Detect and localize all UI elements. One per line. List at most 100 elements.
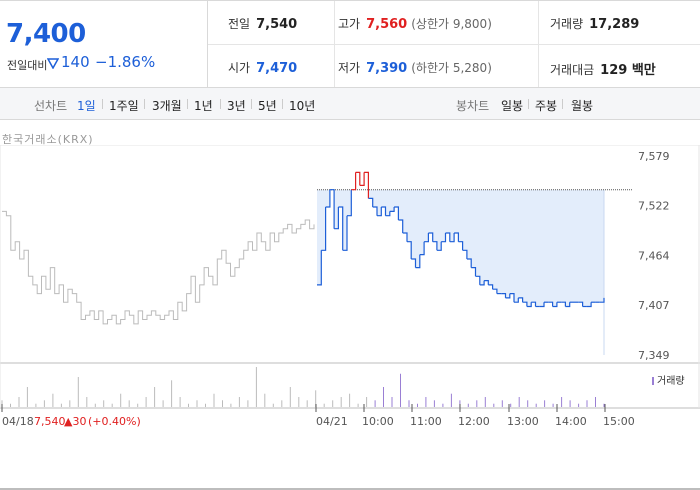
today-line-segment (338, 206, 344, 251)
x-axis: 04/21 10:00 11:00 12:00 13:00 14:00 15:00 04/18… (1, 404, 635, 428)
prev-day-pct: (+0.40%) (88, 415, 141, 428)
open-value: 7,470 (256, 61, 298, 76)
today-line-segment (586, 302, 592, 308)
today-line-segment (334, 207, 339, 230)
period-10y[interactable]: 10년 (289, 99, 316, 113)
today-line-segment (509, 293, 515, 303)
today-line-segment (445, 232, 451, 242)
y-tick-label: 7,407 (638, 299, 670, 312)
change-amount: 140 (61, 53, 90, 71)
prev-day-change: ▲30 (64, 415, 86, 428)
open-cell: 시가 7,470 (228, 59, 297, 76)
y-tick-label: 7,579 (638, 150, 670, 163)
separator (562, 99, 563, 109)
separator (187, 99, 188, 109)
prev-close-label: 전일 (228, 17, 251, 31)
period-5y[interactable]: 5년 (258, 99, 277, 113)
today-line-segment (424, 233, 429, 243)
volume-bars (1, 367, 605, 407)
open-label: 시가 (228, 61, 251, 75)
period-3y[interactable]: 3년 (227, 99, 246, 113)
volume-label: 거래량 (550, 17, 584, 31)
today-line-segment (381, 206, 387, 216)
candle-weekly[interactable]: 주봉 (535, 99, 558, 113)
prev-day-close: 7,540 (34, 415, 66, 428)
volume-value: 17,289 (589, 17, 640, 32)
high-value: 7,560 (366, 17, 408, 32)
today-line-segment (479, 280, 485, 286)
today-line-segment (458, 241, 464, 251)
x-tick-label: 12:00 (458, 415, 490, 428)
candle-monthly[interactable]: 월봉 (571, 99, 594, 113)
change-percent: −1.86% (95, 53, 156, 71)
today-line-segment (436, 241, 442, 251)
upper-limit: (상한가 9,800) (411, 17, 492, 31)
today-line-segment (342, 215, 348, 251)
line-chart-label: 선차트 (34, 99, 68, 113)
period-1d[interactable]: 1일 (77, 99, 96, 113)
today-line-segment (325, 189, 331, 208)
candle-daily[interactable]: 일봉 (501, 99, 524, 113)
lower-limit: (하한가 5,280) (411, 61, 492, 75)
prev-day-date: 04/18 (2, 415, 34, 428)
today-line-segment (462, 249, 468, 259)
today-line-segment (329, 189, 335, 229)
today-line-segment (364, 171, 369, 199)
x-tick-label: 15:00 (603, 415, 635, 428)
today-line-segment (368, 197, 374, 207)
period-1y[interactable]: 1년 (194, 99, 213, 113)
today-line-segment (501, 293, 507, 298)
low-cell: 저가 7,390 (하한가 5,280) (338, 59, 492, 76)
today-series (317, 171, 605, 308)
today-line-segment (407, 241, 412, 259)
today-line-segment (402, 232, 408, 242)
period-3m[interactable]: 3개월 (152, 99, 182, 113)
x-tick-label: 10:00 (362, 415, 394, 428)
today-line-segment (449, 233, 455, 243)
today-line-segment (561, 301, 566, 307)
today-line-segment (385, 211, 391, 217)
separator (102, 99, 103, 109)
volume-legend: 거래량 (652, 372, 685, 387)
period-1w[interactable]: 1주일 (109, 99, 139, 113)
col-divider (334, 1, 335, 87)
volume-swatch (652, 377, 654, 385)
change-label: 전일대비 (7, 59, 48, 72)
today-line-segment (351, 172, 357, 191)
today-line-segment (372, 206, 378, 216)
today-line-segment (419, 241, 425, 256)
today-line-segment (565, 302, 571, 308)
y-tick-label: 7,349 (638, 349, 670, 362)
prev-day-series (2, 210, 315, 325)
low-label: 저가 (338, 61, 361, 75)
separator (282, 99, 283, 109)
amount-label: 거래대금 (550, 63, 595, 77)
high-cell: 고가 7,560 (상한가 9,800) (338, 15, 492, 32)
today-line-segment (317, 250, 322, 286)
prev-close-value: 7,540 (256, 17, 298, 32)
amount-cell: 거래대금 129 백만 (550, 59, 656, 78)
volume-cell: 거래량 17,289 (550, 15, 639, 32)
today-line-segment (484, 280, 489, 285)
today-line-segment (466, 258, 472, 268)
separator (220, 99, 221, 109)
today-line-segment (321, 207, 327, 251)
price-chart[interactable]: 7,579 7,522 7,464 7,407 7,349 04/21 10:00 11:0… (0, 145, 700, 435)
volume-legend-label: 거래량 (657, 376, 685, 387)
today-line-segment (578, 301, 584, 307)
today-line-segment (526, 302, 532, 308)
today-line-segment (488, 284, 494, 290)
today-line-segment (518, 297, 524, 303)
today-line-segment (539, 302, 545, 308)
separator (528, 99, 529, 109)
bottom-border (0, 488, 700, 490)
prev-day-line (2, 210, 315, 325)
x-tick-label: 04/21 (316, 415, 348, 428)
today-area-fill (317, 189, 604, 355)
today-line-segment (522, 301, 528, 307)
x-tick-label: 13:00 (507, 415, 539, 428)
current-price-box: 7,400 전일대비 140 −1.86% (0, 1, 208, 87)
today-line-segment (471, 267, 477, 277)
y-axis: 7,579 7,522 7,464 7,407 7,349 (638, 150, 670, 362)
down-triangle-icon (47, 58, 59, 69)
